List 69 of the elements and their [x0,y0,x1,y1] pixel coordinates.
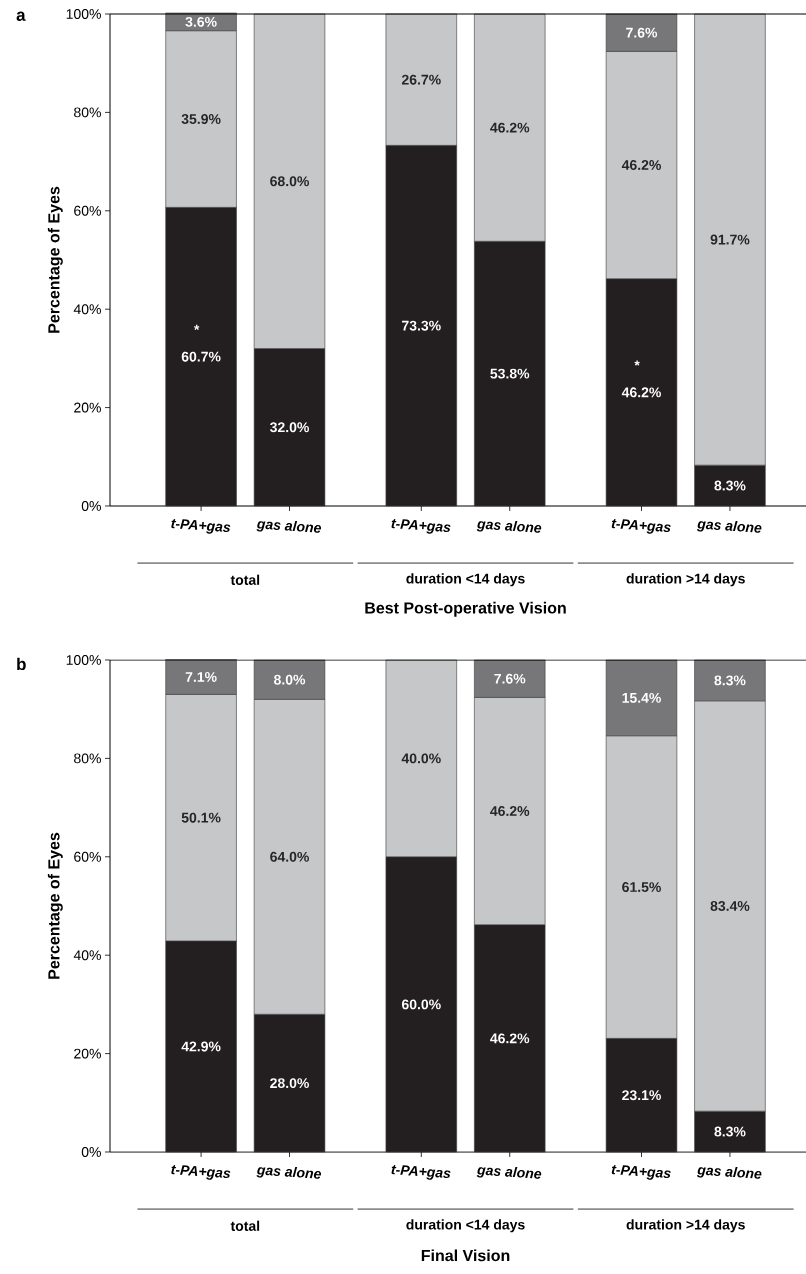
y-tick-label: 60% [74,205,101,216]
text: duration <14 days [406,573,525,587]
text: duration >14 days [626,1219,745,1233]
text: duration <14 days [406,1219,525,1233]
data-label: 40.0% [401,753,441,764]
text: total [230,1220,260,1231]
data-label: 35.9% [181,114,221,124]
x-tick-label: t-PA+gas [611,1165,671,1180]
y-tick-label: 80% [74,753,101,764]
x-tick-label: gas alone [696,1166,762,1179]
x-axis-title: Best Post-operative Vision [365,601,566,617]
x-tick-label: t-PA+gas [171,519,231,534]
data-label: 8.0% [274,674,306,685]
x-tick-label: gas alone [696,520,762,533]
data-label: 28.0% [270,1078,309,1089]
data-label: 46.2% [621,160,661,170]
data-label: 23.1% [622,1090,661,1101]
x-tick-label: t-PA+gas [391,1165,451,1180]
x-tick-label: gas alone [476,520,542,533]
data-label: 7.6% [626,27,658,38]
chart-title: a [16,11,26,21]
data-label: 32.0% [269,422,309,433]
annotation: * [634,360,640,366]
y-tick-label: 0% [81,1147,101,1157]
data-label: 8.3% [714,480,746,491]
y-tick-label: 40% [73,304,101,315]
x-tick-label: gas alone [256,520,322,533]
data-label: 60.0% [401,999,441,1010]
text: duration >14 days [626,573,745,587]
data-label: 7.6% [494,673,526,684]
data-label: 46.2% [490,122,530,133]
chart-title: b [17,657,26,671]
y-axis-title: Percentage of Eyes [47,832,63,979]
data-label: 8.3% [714,675,746,686]
x-tick-label: gas alone [476,1166,542,1179]
data-label: 83.4% [710,901,750,911]
text: total [230,574,260,585]
y-tick-label: 100% [66,9,101,19]
data-label: 42.9% [181,1041,221,1052]
x-tick-label: t-PA+gas [611,519,671,534]
data-label: 68.0% [270,176,309,187]
data-label: 3.6% [185,16,217,27]
data-label: 46.2% [490,806,530,816]
x-tick-label: gas alone [256,1166,322,1179]
x-axis-title: Final Vision [421,1249,510,1262]
annotation: * [193,324,200,330]
y-tick-label: 20% [74,402,101,413]
data-label: 15.4% [622,692,661,703]
data-label: 60.7% [181,351,221,362]
data-label: 26.7% [401,74,441,85]
data-label: 7.1% [185,672,217,682]
data-label: 61.5% [622,882,661,893]
y-tick-label: 80% [74,107,101,118]
y-tick-label: 60% [74,851,101,862]
data-label: 73.3% [402,320,441,331]
y-axis-title: Percentage of Eyes [47,186,63,333]
data-label: 8.3% [714,1126,746,1137]
data-label: 50.1% [181,812,221,823]
data-label: 91.7% [710,234,750,245]
y-tick-label: 20% [74,1048,101,1059]
y-tick-label: 100% [66,655,101,665]
x-tick-label: t-PA+gas [391,519,451,534]
data-label: 46.2% [621,387,661,398]
x-tick-label: t-PA+gas [171,1165,231,1180]
y-tick-label: 40% [73,950,101,961]
y-tick-label: 0% [81,501,101,511]
data-label: 46.2% [490,1033,530,1044]
data-label: 53.8% [490,368,530,379]
data-label: 64.0% [270,851,309,862]
